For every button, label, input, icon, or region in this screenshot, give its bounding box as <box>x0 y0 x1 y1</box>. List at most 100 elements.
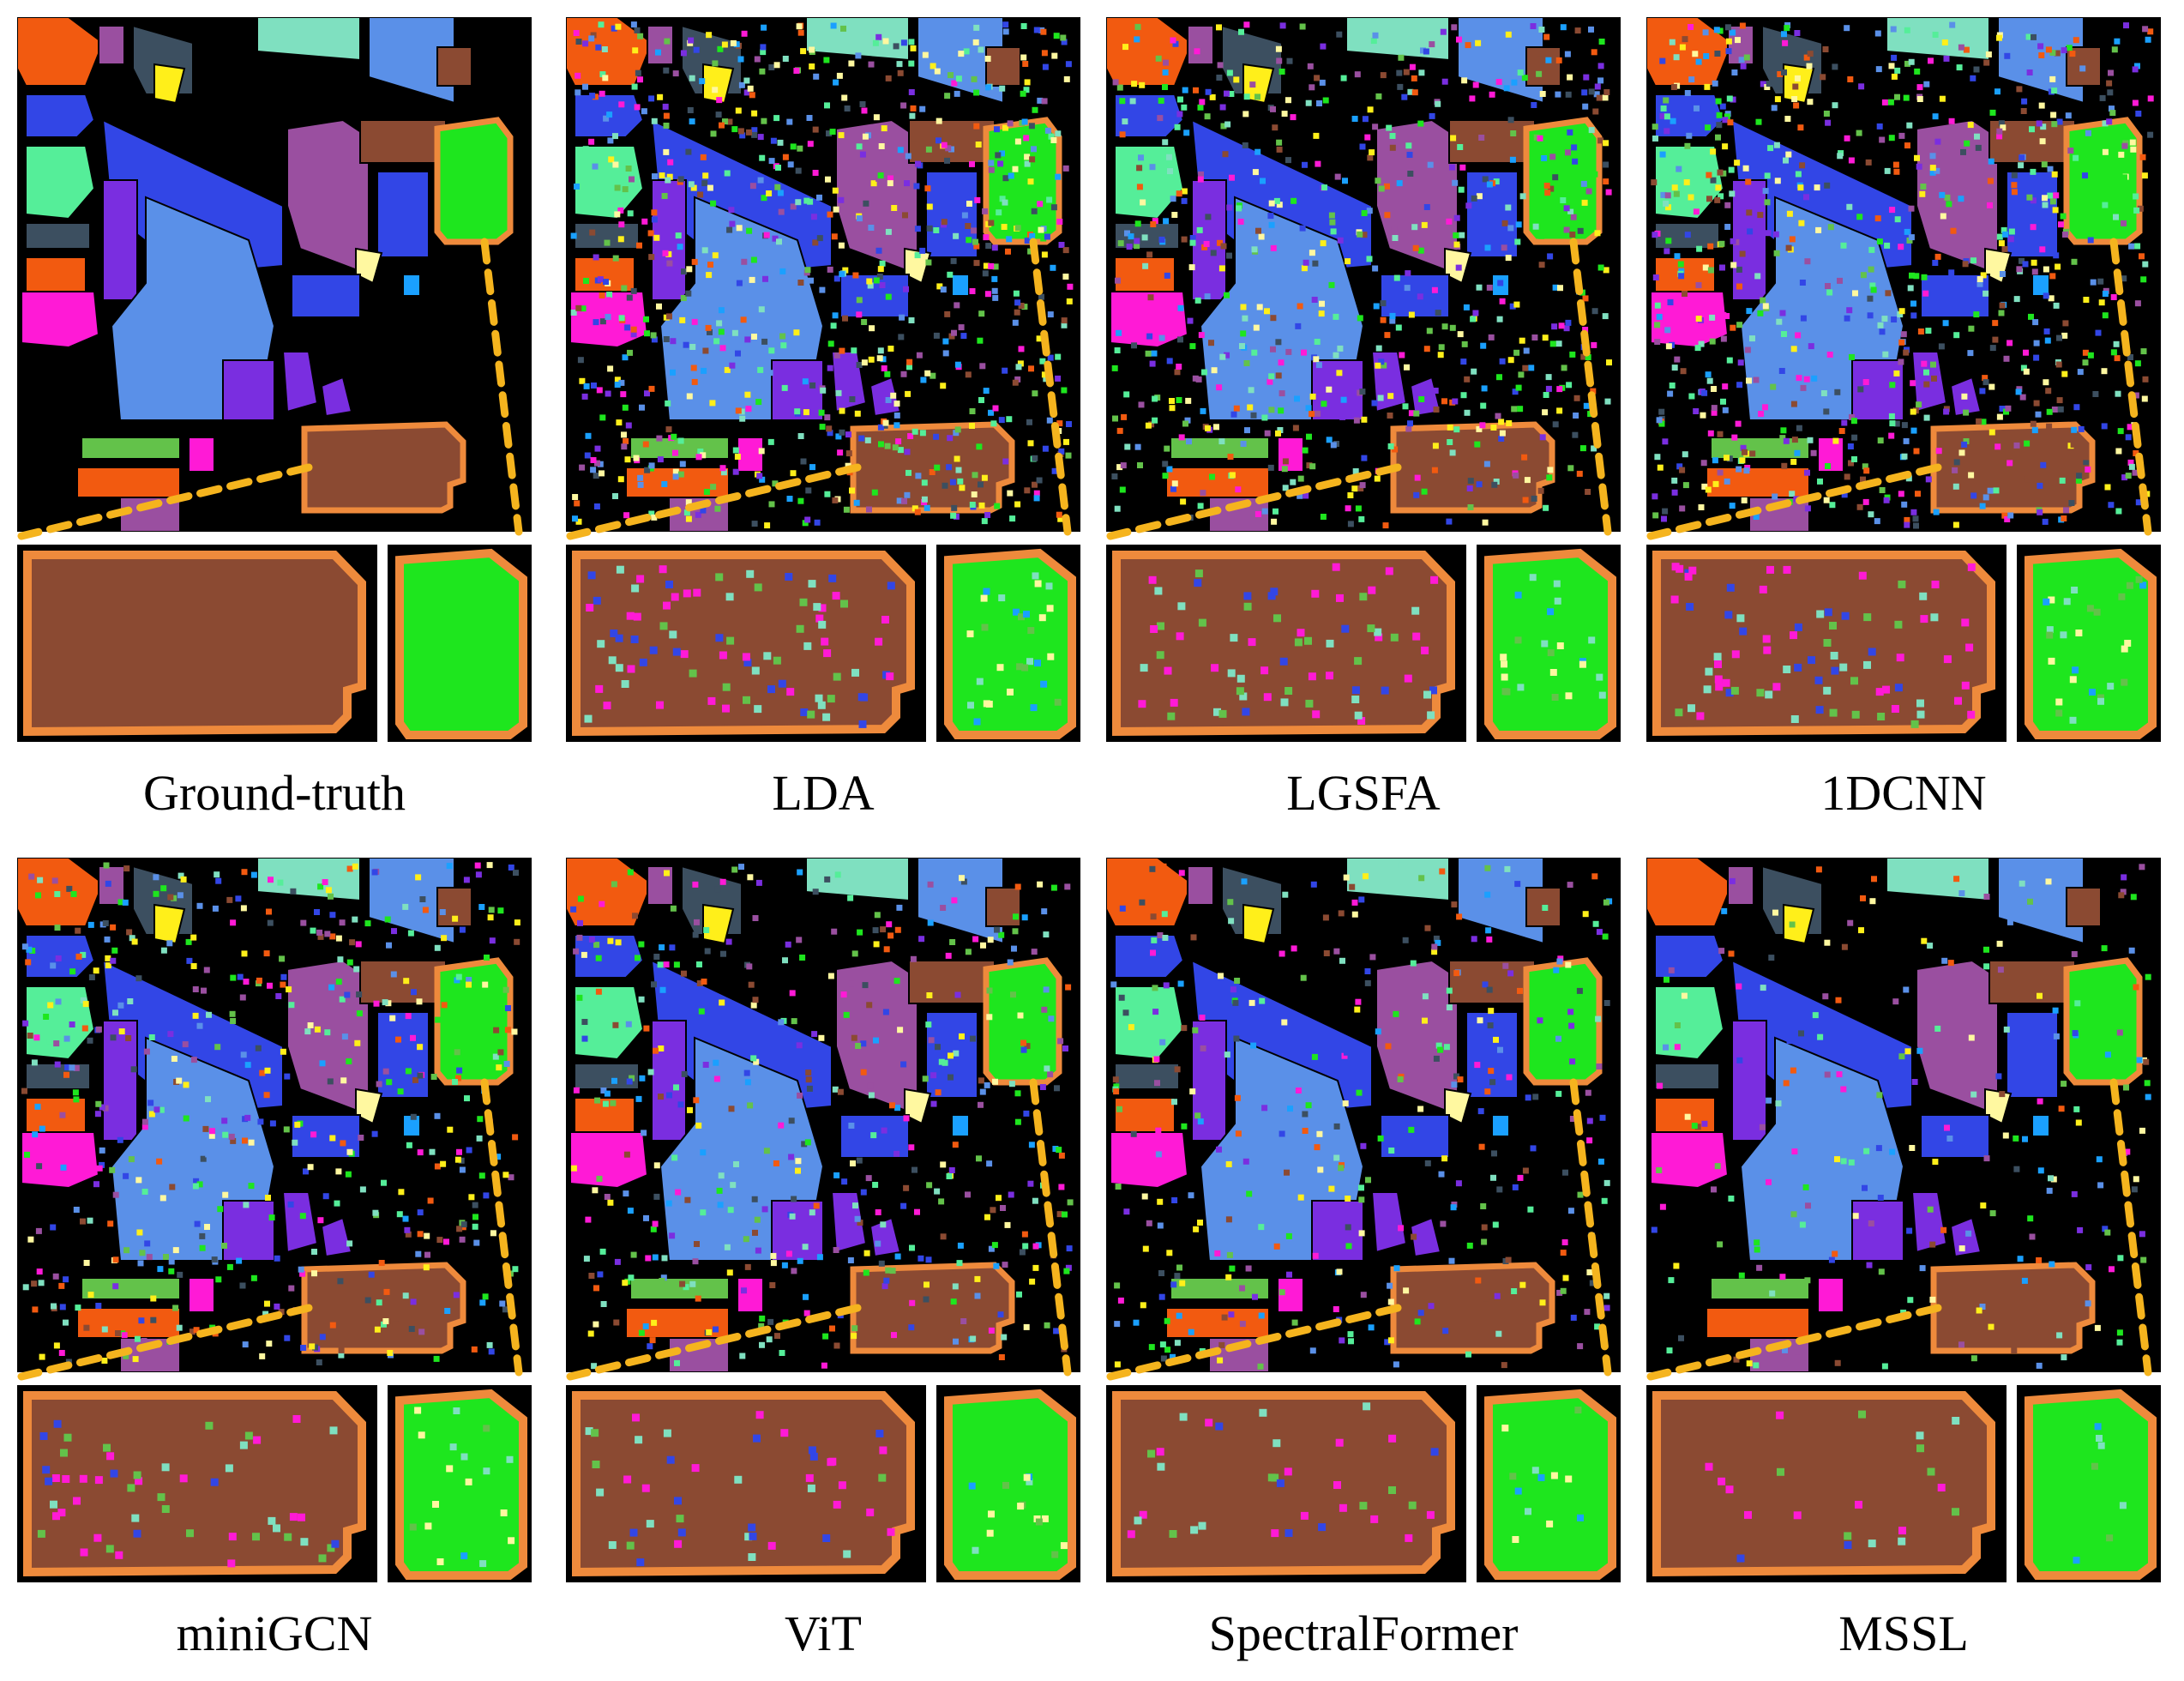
misclassified-pixel <box>856 143 863 150</box>
misclassified-pixel <box>1595 1015 1602 1022</box>
misclassified-pixel <box>2121 874 2127 881</box>
misclassified-pixel <box>94 1476 103 1485</box>
misclassified-pixel <box>582 146 589 153</box>
misclassified-pixel <box>575 72 581 79</box>
misclassified-pixel <box>1215 1422 1224 1431</box>
misclassified-pixel <box>424 1251 430 1258</box>
misclassified-pixel <box>1343 874 1350 881</box>
misclassified-pixel <box>1333 948 1340 955</box>
misclassified-pixel <box>1176 1312 1182 1319</box>
misclassified-pixel <box>658 1094 664 1100</box>
misclassified-pixel <box>1441 78 1448 85</box>
misclassified-pixel <box>487 914 494 921</box>
misclassified-pixel <box>46 1038 53 1045</box>
misclassified-pixel <box>280 1048 286 1055</box>
misclassified-pixel <box>1433 407 1440 413</box>
misclassified-pixel <box>1188 1329 1194 1335</box>
misclassified-pixel <box>37 1529 45 1538</box>
misclassified-pixel <box>1804 258 1811 265</box>
misclassified-pixel <box>417 1149 424 1156</box>
misclassified-pixel <box>1737 359 1744 366</box>
misclassified-pixel <box>1691 1123 1698 1130</box>
misclassified-pixel <box>1417 247 1424 254</box>
misclassified-pixel <box>2125 434 2132 441</box>
misclassified-pixel <box>1467 478 1474 485</box>
misclassified-pixel <box>1576 987 1583 994</box>
misclassified-pixel <box>611 25 617 32</box>
misclassified-pixel <box>844 105 851 111</box>
misclassified-pixel <box>1065 452 1072 459</box>
zoom-region-green <box>395 548 527 739</box>
misclassified-pixel <box>1715 683 1724 691</box>
class-region <box>1997 858 2085 945</box>
highlight-region-brown <box>850 1262 1015 1354</box>
misclassified-pixel <box>1179 1280 1186 1286</box>
misclassified-pixel <box>833 1247 839 1253</box>
misclassified-pixel <box>1506 420 1513 426</box>
misclassified-pixel <box>1603 161 1609 168</box>
class-region <box>1448 960 1536 1004</box>
misclassified-pixel <box>2079 65 2086 72</box>
misclassified-pixel <box>382 1318 389 1324</box>
misclassified-pixel <box>1230 411 1237 418</box>
misclassified-pixel <box>1815 866 1822 873</box>
misclassified-pixel <box>324 1029 331 1036</box>
misclassified-pixel <box>953 430 960 437</box>
misclassified-pixel <box>1342 1100 1349 1107</box>
misclassified-pixel <box>1770 383 1777 390</box>
misclassified-pixel <box>1029 1278 1036 1285</box>
misclassified-pixel <box>253 1436 262 1444</box>
misclassified-pixel <box>2134 63 2140 69</box>
misclassified-pixel <box>1055 173 1062 180</box>
misclassified-pixel <box>885 228 892 235</box>
misclassified-pixel <box>1218 265 1225 272</box>
misclassified-pixel <box>1358 1184 1364 1191</box>
misclassified-pixel <box>617 207 624 214</box>
misclassified-pixel <box>1856 130 1862 136</box>
misclassified-pixel <box>1542 409 1549 416</box>
misclassified-pixel <box>1459 232 1465 238</box>
misclassified-pixel <box>1294 395 1300 402</box>
misclassified-pixel <box>809 63 815 69</box>
misclassified-pixel <box>1555 1090 1562 1097</box>
misclassified-pixel <box>1881 316 1888 322</box>
misclassified-pixel <box>924 21 931 28</box>
misclassified-pixel <box>1155 1151 1162 1158</box>
misclassified-pixel <box>1351 899 1358 906</box>
misclassified-pixel <box>1824 939 1831 946</box>
misclassified-pixel <box>934 464 941 471</box>
misclassified-pixel <box>1916 84 1923 91</box>
misclassified-pixel <box>1922 290 1929 297</box>
misclassified-pixel <box>153 874 159 881</box>
misclassified-pixel <box>58 1350 65 1356</box>
misclassified-pixel <box>159 1195 166 1202</box>
misclassified-pixel <box>1063 1268 1070 1274</box>
misclassified-pixel <box>987 937 994 943</box>
misclassified-pixel <box>1411 606 1420 615</box>
misclassified-pixel <box>1879 328 1886 335</box>
misclassified-pixel <box>429 1148 436 1155</box>
misclassified-pixel <box>1119 905 1126 912</box>
misclassified-pixel <box>930 372 936 379</box>
misclassified-pixel <box>1913 273 1920 280</box>
misclassified-pixel <box>1053 33 1060 39</box>
misclassified-pixel <box>1431 286 1438 293</box>
misclassified-pixel <box>973 243 980 250</box>
misclassified-pixel <box>950 512 957 519</box>
misclassified-pixel <box>1330 228 1337 235</box>
misclassified-pixel <box>192 986 199 992</box>
misclassified-pixel <box>1139 899 1146 906</box>
misclassified-pixel <box>288 1002 295 1009</box>
misclassified-pixel <box>694 1241 700 1247</box>
misclassified-pixel <box>1044 233 1050 240</box>
misclassified-pixel <box>1209 473 1215 480</box>
misclassified-pixel <box>670 369 676 376</box>
misclassified-pixel <box>910 45 917 51</box>
misclassified-pixel <box>1276 139 1283 146</box>
misclassified-pixel <box>1284 1467 1292 1476</box>
misclassified-pixel <box>671 433 677 440</box>
misclassified-pixel <box>2041 161 2048 168</box>
misclassified-pixel <box>1270 244 1277 251</box>
misclassified-pixel <box>927 881 934 888</box>
misclassified-pixel <box>1505 255 1512 262</box>
